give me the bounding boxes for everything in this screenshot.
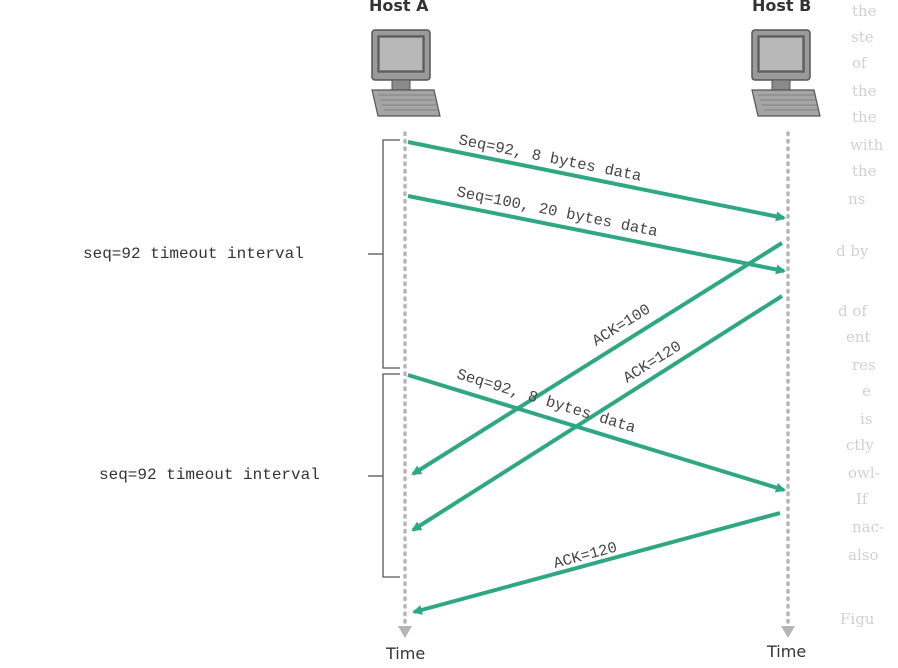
host-b-time-label: Time [767,642,807,661]
background-text-fragment: is [860,410,873,428]
message-arrow-4 [411,294,784,532]
background-text-fragment: ste [851,28,874,46]
timeout-bracket-1 [368,139,400,369]
background-text-fragment: ent [846,328,871,346]
background-text-fragment: d of [838,302,867,320]
host-b-timeline-end-icon [781,626,795,638]
background-text-fragment: ns [848,190,866,208]
background-text-fragment: of [852,54,867,72]
message-label-5: Seq=92, 8 bytes data [455,366,638,438]
message-arrow-1 [407,140,786,222]
background-text-fragment: the [852,108,877,126]
background-text-fragment: with [850,136,884,154]
host-b-label: Host B [752,0,812,15]
background-text-fragment: d by [836,242,869,260]
host-b-computer-icon [751,29,821,117]
message-arrow-5 [407,373,786,493]
background-text-fragment: e [862,382,871,400]
timeout-interval-label-2: seq=92 timeout interval [99,466,320,484]
message-arrow-6 [412,511,781,615]
host-a-time-label: Time [386,644,426,663]
background-text-fragment: also [848,546,879,564]
background-text-fragment: nac- [852,518,885,536]
background-text-fragment: Figu [840,610,875,628]
background-text-fragment: res [852,356,876,374]
host-a-timeline-end-icon [398,626,412,638]
background-text-fragment: the [852,2,877,20]
message-arrow-3 [411,241,784,476]
background-text-fragment: ctly [846,436,874,454]
timeout-interval-label-1: seq=92 timeout interval [83,245,304,263]
background-text-fragment: the [852,162,877,180]
background-text-fragment: If [856,490,868,508]
background-text-fragment: the [852,82,877,100]
background-text-fragment: owl- [848,464,880,482]
message-arrow-2 [407,194,786,275]
host-a-computer-icon [371,29,441,117]
timeout-bracket-2 [368,373,400,578]
host-a-label: Host A [369,0,429,15]
